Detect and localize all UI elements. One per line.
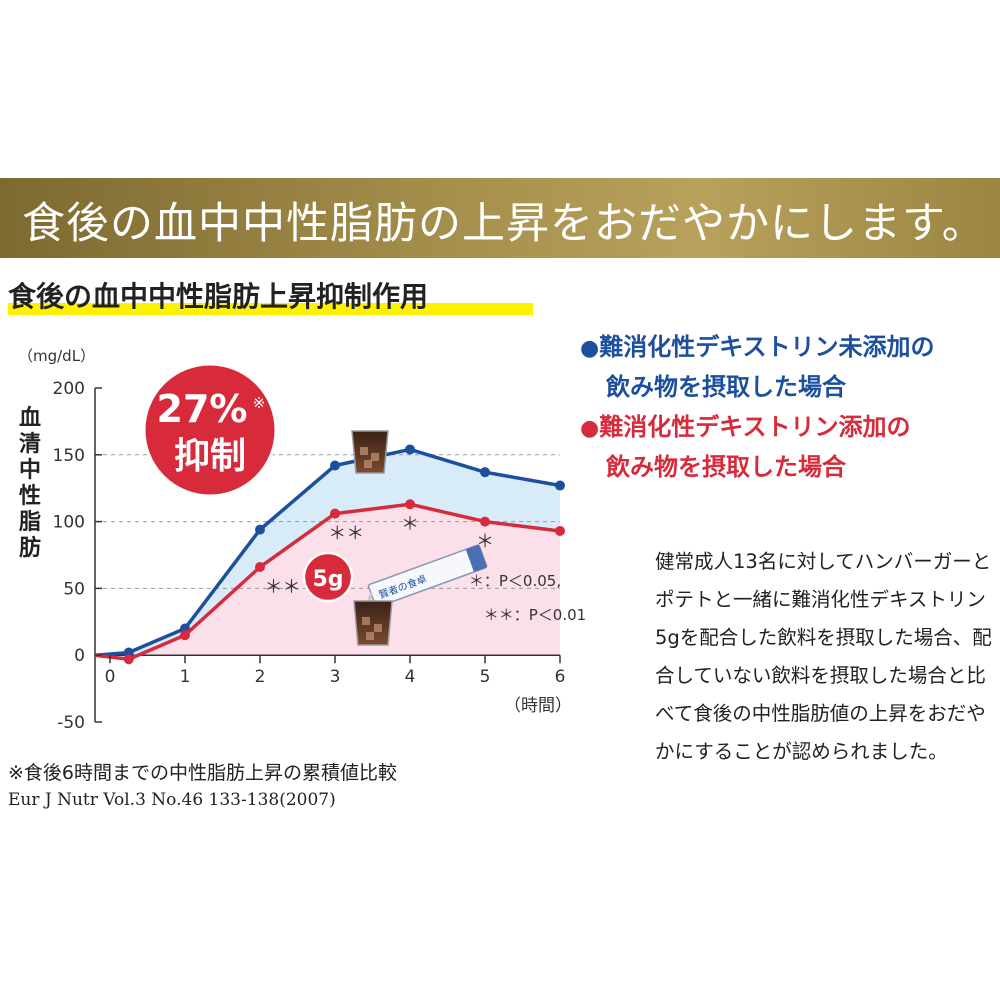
series-blue-point [330, 460, 340, 471]
series-blue-point [405, 444, 415, 455]
y-axis-label: 血清中性脂肪 [19, 405, 41, 561]
x-tick-label: 1 [180, 667, 191, 687]
legend-blue: ●難消化性デキストリン未添加の 飲み物を摂取した場合 [580, 328, 1000, 406]
series-red-point [330, 508, 340, 519]
significance-mark: ＊＊ [328, 524, 364, 545]
series-red-point [255, 562, 265, 573]
badge-circle [142, 362, 278, 498]
dose-label: 5g [312, 567, 343, 592]
legend-blue-line1: 難消化性デキストリン未添加の [599, 333, 935, 361]
citation: Eur J Nutr Vol.3 No.46 133-138(2007) [8, 790, 336, 810]
series-blue-point [480, 467, 490, 478]
series-red-point [405, 499, 415, 510]
y-tick-label: -50 [57, 713, 85, 733]
legend-blue-bullet: ● [580, 336, 600, 361]
x-tick-label: 4 [405, 667, 416, 687]
series-red-point [180, 630, 190, 641]
y-tick-label: 0 [74, 646, 85, 666]
subtitle-highlight [8, 303, 533, 315]
significance-mark: ＊＊ [265, 577, 301, 598]
x-tick-label: 5 [480, 667, 491, 687]
series-red-line [94, 502, 561, 661]
badge-percent: 27% [157, 387, 248, 431]
x-tick-label: 0 [105, 667, 116, 687]
y-unit-label: （mg/dL） [18, 347, 95, 365]
series-blue-point [555, 480, 565, 491]
study-description: 健常成人13名に対してハンバーガーとポテトと一緒に難消化性デキストリン5gを配合… [655, 550, 992, 763]
badge-note-mark: ※ [253, 394, 266, 412]
legend-red-line2: 飲み物を摂取した場合 [606, 453, 846, 481]
series-red-point [555, 525, 565, 536]
y-tick-label: 150 [53, 446, 85, 466]
y-tick-label: 200 [53, 379, 85, 399]
series-red-point [123, 654, 134, 665]
mixed-drink-glass-icon [353, 600, 393, 646]
iced-drink-glass-icon [351, 430, 389, 474]
legend-red-line1: 難消化性デキストリン添加の [599, 413, 911, 441]
significance-mark: ＊ [401, 514, 419, 535]
legend-red: ●難消化性デキストリン添加の 飲み物を摂取した場合 [580, 408, 1000, 486]
series-red-point [480, 516, 490, 527]
significance-single: ＊：P＜0.05, [469, 572, 561, 590]
chart-subtitle: 食後の血中中性脂肪上昇抑制作用 [8, 280, 429, 313]
badge-label: 抑制 [174, 436, 246, 477]
reduction-badge: 27% ※ 抑制 [142, 362, 278, 498]
x-tick-label: 3 [330, 667, 341, 687]
banner-title: 食後の血中中性脂肪の上昇をおだやかにします。 [22, 199, 986, 249]
legend-red-bullet: ● [580, 416, 600, 441]
y-tick-label: 100 [53, 513, 85, 533]
series-blue-point [255, 524, 265, 535]
significance-double: ＊＊：P＜0.01 [484, 606, 586, 624]
dose-badge: 5g [302, 551, 354, 603]
y-tick-label: 50 [63, 579, 85, 599]
x-unit-label: （時間） [504, 696, 572, 716]
x-tick-label: 2 [255, 667, 266, 687]
dose-circle [302, 551, 354, 603]
x-tick-label: 6 [555, 667, 566, 687]
series-blue-line [94, 447, 561, 657]
legend-blue-line2: 飲み物を摂取した場合 [606, 373, 846, 401]
footnote: ※食後6時間までの中性脂肪上昇の累積値比較 [8, 762, 398, 784]
title-banner [0, 178, 1000, 258]
difference-area-fill [95, 449, 560, 660]
